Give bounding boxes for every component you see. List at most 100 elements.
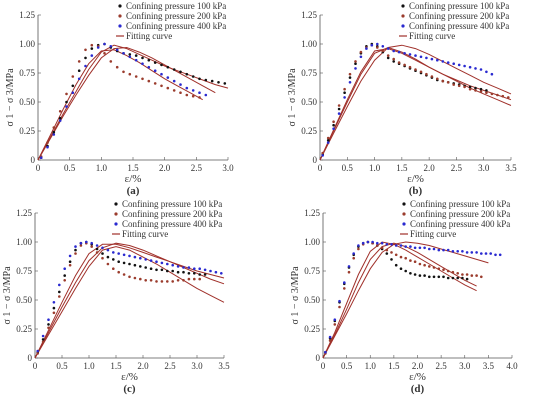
data-point: [84, 64, 87, 68]
series-s400: [321, 42, 494, 157]
data-point: [77, 60, 81, 63]
data-point: [77, 69, 81, 72]
data-point: [436, 58, 439, 62]
x-tick-label: 3.0: [478, 163, 490, 173]
y-tick-label: 1.25: [16, 208, 32, 218]
data-point: [418, 262, 422, 266]
data-point: [370, 43, 374, 47]
data-point: [166, 86, 170, 90]
data-point: [74, 245, 77, 248]
data-point: [404, 269, 408, 273]
data-point: [408, 53, 412, 56]
data-point: [413, 273, 417, 276]
data-point: [418, 246, 422, 250]
x-tick-label: 0: [318, 163, 323, 173]
data-point: [332, 127, 335, 130]
data-point: [385, 243, 389, 246]
chart-panel-b: 0 0.5 1.0 1.5 2.0 2.5 3.0 3.5 0 0.25 0.50 0.75 1.00 1…: [287, 1, 517, 197]
legend-marker-s400: [401, 24, 405, 28]
data-point: [496, 93, 499, 97]
data-point: [179, 83, 182, 86]
data-point: [425, 72, 428, 76]
data-point: [359, 55, 363, 59]
data-point: [428, 265, 431, 268]
data-point: [122, 52, 125, 55]
data-point: [52, 311, 56, 315]
data-point: [432, 275, 436, 279]
data-point: [58, 290, 61, 294]
data-point: [446, 248, 450, 252]
data-point: [474, 89, 477, 92]
data-point: [414, 68, 417, 71]
fitting-curve-1: [37, 44, 229, 161]
data-point: [470, 251, 474, 254]
fitting-curve-1: [34, 246, 225, 359]
data-point: [456, 272, 460, 275]
legend-label-s100: Confining pressure 100 kPa: [126, 1, 226, 11]
data-point: [171, 280, 174, 283]
data-point: [153, 61, 157, 64]
data-point: [361, 241, 365, 245]
data-point: [160, 268, 164, 272]
data-point: [172, 79, 176, 83]
y-axis-label: σ 1 − σ 3/MPa: [5, 68, 16, 127]
data-point: [198, 91, 201, 94]
legend-marker-s100: [402, 202, 406, 206]
data-point: [430, 75, 434, 78]
data-point: [141, 56, 144, 60]
x-tick-label: 2.0: [137, 361, 149, 371]
legend-marker-s400: [118, 24, 122, 28]
data-point: [185, 72, 189, 76]
data-point: [399, 255, 403, 259]
data-point: [485, 70, 488, 74]
data-point: [390, 251, 393, 254]
data-point: [376, 42, 379, 46]
data-point: [485, 89, 488, 92]
data-point: [441, 60, 445, 63]
data-point: [185, 93, 189, 97]
y-tick-label: 1.00: [16, 237, 32, 247]
fitting-curve-1: [319, 46, 512, 161]
data-point: [65, 92, 68, 96]
data-point: [326, 139, 330, 142]
data-point: [365, 47, 368, 50]
data-point: [198, 77, 201, 81]
data-point: [371, 240, 374, 244]
data-point: [223, 82, 227, 85]
x-tick-label: 0: [321, 361, 326, 371]
fitting-curve-2: [319, 44, 512, 161]
data-point: [147, 58, 151, 62]
y-tick-label: 0.75: [304, 266, 320, 276]
x-tick-label: 2.5: [191, 163, 203, 173]
data-point: [160, 72, 163, 76]
data-point: [63, 267, 66, 271]
data-point: [193, 272, 196, 275]
series-s100: [321, 42, 488, 156]
data-point: [380, 246, 384, 250]
y-tick-label: 1.00: [304, 237, 320, 247]
data-point: [461, 250, 464, 253]
data-point: [203, 273, 207, 276]
data-point: [392, 60, 396, 63]
y-tick-label: 1.25: [19, 10, 35, 20]
data-point: [474, 67, 477, 70]
data-point: [204, 78, 208, 82]
data-point: [432, 266, 436, 269]
data-point: [122, 253, 126, 257]
x-axis-label: ε/%: [409, 371, 426, 383]
data-point: [103, 52, 106, 55]
x-tick-label: 3.5: [218, 361, 230, 371]
data-point: [172, 68, 176, 71]
data-point: [357, 244, 360, 247]
data-point: [134, 75, 138, 78]
data-point: [147, 79, 151, 83]
data-point: [428, 275, 431, 279]
x-tick-label: 1.5: [110, 361, 122, 371]
data-point: [149, 279, 153, 282]
data-point: [475, 274, 478, 277]
data-point: [359, 50, 363, 54]
data-point: [385, 252, 389, 255]
legend-label-fitting: Fitting curve: [409, 31, 455, 41]
data-point: [101, 256, 104, 260]
